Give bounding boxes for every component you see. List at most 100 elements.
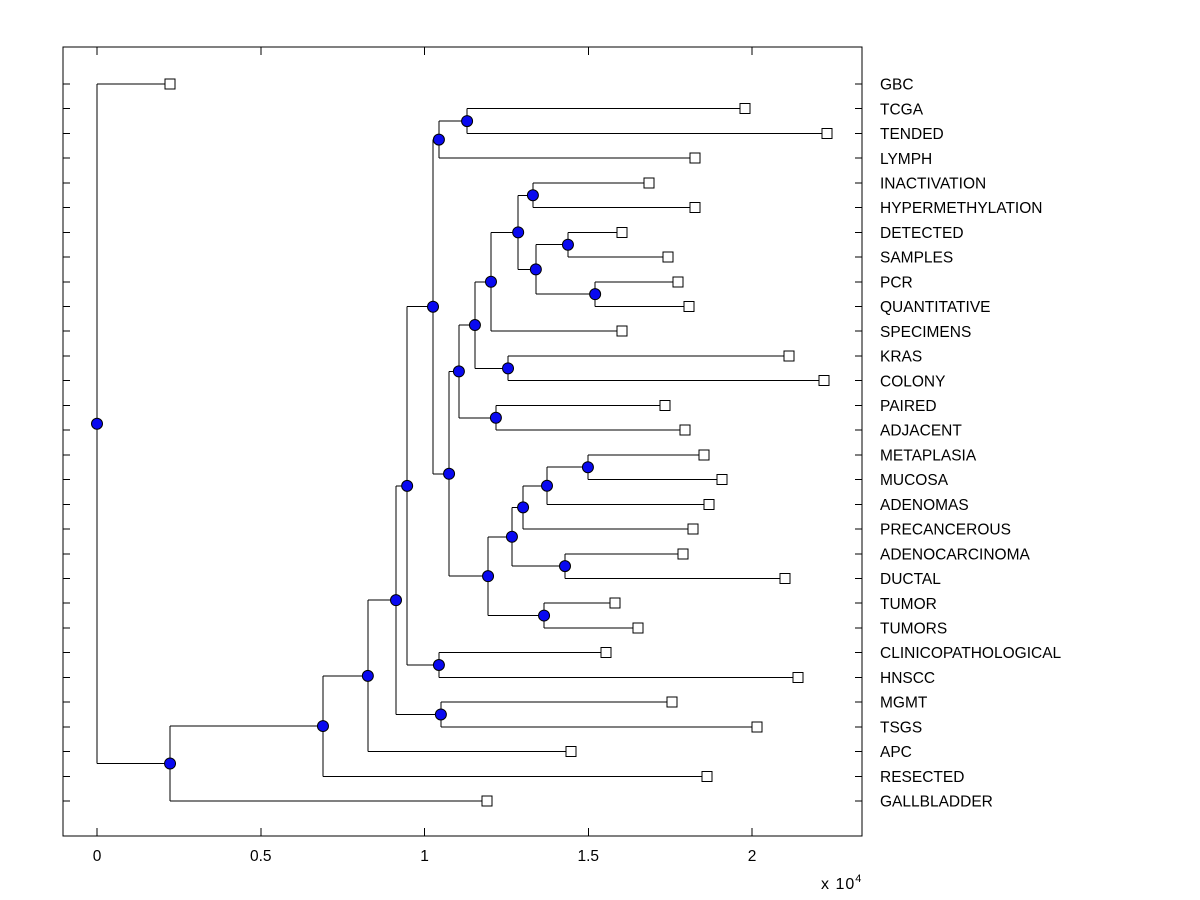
leaf-label-kras: KRAS <box>880 349 922 366</box>
x-tick-label-0: 0 <box>93 848 102 865</box>
cluster-node-marker <box>164 757 177 770</box>
leaf-marker-hnscc <box>792 671 804 683</box>
leaf-marker-samples <box>662 251 674 263</box>
cluster-node-marker <box>316 720 329 733</box>
x-tick-label-1: 1 <box>420 848 429 865</box>
leaf-marker-ductal <box>779 572 791 584</box>
cluster-node-marker <box>561 238 574 251</box>
leaf-marker-specimens <box>616 325 628 337</box>
leaf-marker-mucosa <box>716 474 728 486</box>
leaf-label-hypermethylation: HYPERMETHYLATION <box>880 200 1043 217</box>
leaf-label-specimens: SPECIMENS <box>880 324 971 341</box>
leaf-label-hnscc: HNSCC <box>880 670 935 687</box>
cluster-node-marker <box>589 288 602 301</box>
x-tick-label-1.5: 1.5 <box>577 848 599 865</box>
x-tick-label-2: 2 <box>748 848 757 865</box>
cluster-node-marker <box>361 669 374 682</box>
leaf-label-apc: APC <box>880 744 912 761</box>
leaf-label-metaplasia: METAPLASIA <box>880 447 977 464</box>
leaf-marker-tcga <box>739 103 751 115</box>
leaf-marker-mgmt <box>666 696 678 708</box>
tree-branches <box>96 83 827 802</box>
cluster-node-marker <box>468 319 481 332</box>
leaf-marker-quantitative <box>683 301 695 313</box>
leaf-label-pcr: PCR <box>880 274 913 291</box>
cluster-node-marker <box>482 570 495 583</box>
leaf-marker-gbc <box>164 78 176 90</box>
leaf-marker-colony <box>818 375 830 387</box>
cluster-node-marker <box>390 594 403 607</box>
cluster-node-marker <box>502 362 515 375</box>
leaf-marker-lymph <box>689 152 701 164</box>
cluster-node-marker <box>484 275 497 288</box>
leaf-marker-kras <box>783 350 795 362</box>
leaf-label-tended: TENDED <box>880 126 944 143</box>
leaf-marker-tumors <box>632 622 644 634</box>
leaf-marker-adenocarcinoma <box>677 548 689 560</box>
cluster-node-marker <box>452 365 465 378</box>
cluster-node-marker <box>540 479 553 492</box>
cluster-node-marker <box>581 461 594 474</box>
leaf-label-ductal: DUCTAL <box>880 571 941 588</box>
leaf-label-adenocarcinoma: ADENOCARCINOMA <box>880 546 1031 563</box>
leaf-marker-clinicopathological <box>600 647 612 659</box>
leaf-label-tsgs: TSGS <box>880 719 922 736</box>
leaf-label-tumors: TUMORS <box>880 621 947 638</box>
cluster-node-marker <box>505 530 518 543</box>
leaf-label-samples: SAMPLES <box>880 250 953 267</box>
leaf-label-detected: DETECTED <box>880 225 964 242</box>
cluster-node-marker <box>517 501 530 514</box>
x-axis-multiplier-label: x 104 <box>821 873 862 894</box>
leaf-labels: GBC TCGA TENDED LYMPH INACTIVATION HYPERMETHY… <box>880 77 1062 811</box>
x-tick-label-0.5: 0.5 <box>250 848 272 865</box>
cluster-node-marker <box>558 560 571 573</box>
leaf-label-clinicopathological: CLINICOPATHOLOGICAL <box>880 645 1062 662</box>
cluster-node-marker <box>432 133 445 146</box>
leaf-marker-precancerous <box>687 523 699 535</box>
leaf-marker-tended <box>821 127 833 139</box>
leaf-label-colony: COLONY <box>880 373 945 390</box>
x-axis-multiplier-exponent: 4 <box>855 873 862 885</box>
leaf-marker-detected <box>616 226 628 238</box>
cluster-node-marker <box>512 226 525 239</box>
leaf-label-mgmt: MGMT <box>880 695 928 712</box>
leaf-label-tumor: TUMOR <box>880 596 937 613</box>
leaf-marker-gallbladder <box>481 795 493 807</box>
leaf-marker-hypermethylation <box>689 202 701 214</box>
leaf-marker-tumor <box>609 597 621 609</box>
leaf-label-adenomas: ADENOMAS <box>880 497 969 514</box>
cluster-node-marker <box>91 417 103 430</box>
leaf-label-gallbladder: GALLBLADDER <box>880 794 993 811</box>
leaf-marker-adjacent <box>679 424 691 436</box>
leaf-label-resected: RESECTED <box>880 769 964 786</box>
cluster-node-marker <box>461 115 474 128</box>
cluster-node-marker <box>538 609 551 622</box>
leaf-marker-apc <box>565 746 577 758</box>
cluster-node-marker <box>443 467 456 480</box>
x-axis-multiplier-base: x 10 <box>821 876 856 893</box>
leaf-marker-inactivation <box>643 177 655 189</box>
leaf-label-adjacent: ADJACENT <box>880 423 962 440</box>
leaf-label-quantitative: QUANTITATIVE <box>880 299 991 316</box>
leaf-label-mucosa: MUCOSA <box>880 472 949 489</box>
cluster-node-marker <box>427 300 440 313</box>
leaf-marker-pcr <box>672 276 684 288</box>
leaf-marker-tsgs <box>751 721 763 733</box>
cluster-node-marker <box>432 659 445 672</box>
cluster-node-marker <box>434 708 447 721</box>
cluster-node-marker <box>401 479 414 492</box>
leaf-markers <box>164 78 833 807</box>
cluster-node-marker <box>529 263 542 276</box>
x-axis-tick-labels: 0 0.5 1 1.5 2 <box>93 848 757 865</box>
cluster-node-marker <box>489 411 502 424</box>
leaf-marker-paired <box>659 399 671 411</box>
plot-border <box>62 46 863 837</box>
leaf-marker-adenomas <box>703 498 715 510</box>
axis-box-and-ticks <box>62 46 863 837</box>
leaf-label-precancerous: PRECANCEROUS <box>880 522 1011 539</box>
cluster-node-marker <box>526 189 539 202</box>
leaf-label-gbc: GBC <box>880 77 914 94</box>
leaf-marker-resected <box>701 770 713 782</box>
